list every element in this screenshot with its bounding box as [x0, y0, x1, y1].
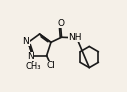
Text: N: N: [27, 52, 34, 61]
Text: N: N: [22, 37, 29, 46]
Text: NH: NH: [68, 33, 81, 42]
Text: O: O: [57, 19, 64, 28]
Text: CH₃: CH₃: [25, 62, 41, 71]
Text: Cl: Cl: [47, 61, 56, 70]
